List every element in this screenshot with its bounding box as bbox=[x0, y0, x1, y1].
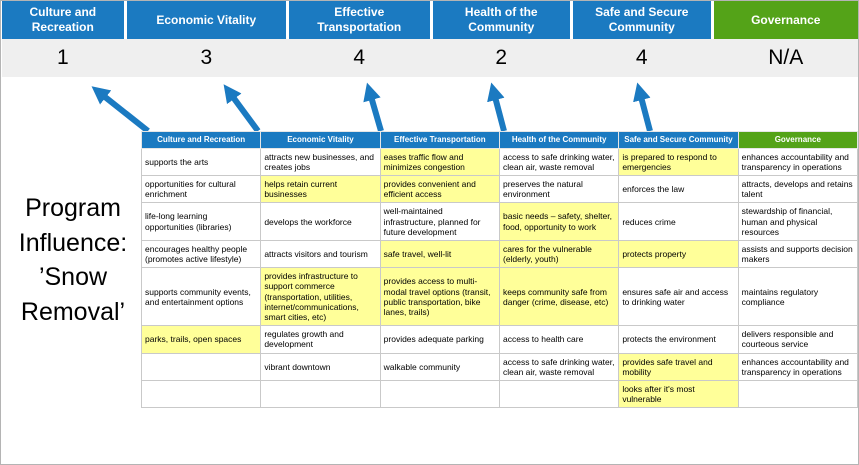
table-cell: enhances accountability and transparency… bbox=[737, 352, 858, 381]
table-row: life-long learning opportunities (librar… bbox=[140, 202, 858, 241]
arrow-up-icon bbox=[223, 84, 261, 133]
table-cell: access to health care bbox=[498, 325, 620, 354]
table-cell bbox=[140, 352, 262, 381]
table-cell bbox=[498, 379, 620, 409]
table-cell: basic needs – safety, shelter, food, opp… bbox=[498, 202, 620, 241]
table-cell: attracts visitors and tourism bbox=[260, 239, 381, 269]
score-safe-and-secure-community: 4 bbox=[635, 46, 648, 69]
table-cell: attracts, develops and retains talent bbox=[737, 174, 858, 204]
score-governance: N/A bbox=[768, 46, 804, 69]
table-cell: provides convenient and efficient access bbox=[379, 174, 500, 204]
matrix-header-economic-vitality: Economic Vitality bbox=[260, 131, 381, 149]
scoreboard-header-economic-vitality: Economic Vitality bbox=[126, 1, 286, 39]
table-header-row: Culture and Recreation Economic Vitality… bbox=[140, 131, 858, 149]
table-cell: delivers responsible and courteous servi… bbox=[737, 325, 858, 354]
table-cell: provides access to multi-modal travel op… bbox=[379, 267, 500, 327]
table-cell: supports the arts bbox=[140, 147, 262, 176]
table-cell: develops the workforce bbox=[260, 202, 381, 241]
table-cell: walkable community bbox=[379, 352, 500, 381]
table-row: vibrant downtown walkable community acce… bbox=[140, 352, 858, 381]
table-cell: provides adequate parking bbox=[379, 325, 500, 354]
table-cell bbox=[260, 379, 381, 409]
table-cell: helps retain current businesses bbox=[260, 174, 381, 204]
table-cell: attracts new businesses, and creates job… bbox=[260, 147, 381, 176]
table-row: supports the arts attracts new businesse… bbox=[140, 147, 858, 176]
table-cell: cares for the vulnerable (elderly, youth… bbox=[498, 239, 620, 269]
scoreboard-header-culture-and-recreation: Culture and Recreation bbox=[2, 1, 124, 39]
table-cell: well-maintained infrastructure, planned … bbox=[379, 202, 500, 241]
influence-table: Culture and Recreation Economic Vitality… bbox=[140, 131, 858, 409]
table-row: encourages healthy people (promotes acti… bbox=[140, 239, 858, 269]
table-cell: looks after it's most vulnerable bbox=[618, 379, 739, 409]
scoreboard-header-health-of-the-community: Health of the Community bbox=[432, 1, 571, 39]
matrix-header-safe-and-secure-community: Safe and Secure Community bbox=[618, 131, 739, 149]
scoreboard-headers: Culture and Recreation Economic Vitality… bbox=[2, 1, 858, 39]
table-cell: eases traffic flow and minimizes congest… bbox=[379, 147, 500, 176]
score-health-of-the-community: 2 bbox=[495, 46, 508, 69]
table-cell: life-long learning opportunities (librar… bbox=[140, 202, 262, 241]
table-cell: regulates growth and development bbox=[260, 325, 381, 354]
matrix-header-culture-and-recreation: Culture and Recreation bbox=[140, 131, 262, 149]
table-cell bbox=[140, 379, 262, 409]
table-cell: maintains regulatory compliance bbox=[737, 267, 858, 327]
table-cell: provides infrastructure to support comme… bbox=[260, 267, 381, 327]
table-cell: enhances accountability and transparency… bbox=[737, 147, 858, 176]
table-cell: safe travel, well-lit bbox=[379, 239, 500, 269]
table-cell: opportunities for cultural enrichment bbox=[140, 174, 262, 204]
arrow-up-icon bbox=[91, 86, 150, 134]
score-culture-and-recreation: 1 bbox=[56, 46, 69, 69]
table-cell: provides safe travel and mobility bbox=[618, 352, 739, 381]
table-cell: stewardship of financial, human and phys… bbox=[737, 202, 858, 241]
matrix-header-health-of-the-community: Health of the Community bbox=[498, 131, 620, 149]
table-cell: reduces crime bbox=[618, 202, 739, 241]
scoreboard-header-effective-transportation: Effective Transportation bbox=[289, 1, 430, 39]
table-row: parks, trails, open spaces regulates gro… bbox=[140, 325, 858, 354]
table-cell: access to safe drinking water, clean air… bbox=[498, 147, 620, 176]
scoreboard-header-governance: Governance bbox=[713, 1, 858, 39]
arrow-up-icon bbox=[487, 82, 507, 132]
table-cell: enforces the law bbox=[618, 174, 739, 204]
table-cell: is prepared to respond to emergencies bbox=[618, 147, 739, 176]
table-cell: protects property bbox=[618, 239, 739, 269]
table-row: looks after it's most vulnerable bbox=[140, 379, 858, 409]
matrix-header-governance: Governance bbox=[737, 131, 858, 149]
page-title: Program Influence: ’Snow Removal’ bbox=[18, 194, 128, 326]
arrow-up-icon bbox=[363, 82, 384, 132]
table-cell bbox=[737, 379, 858, 409]
table-cell bbox=[379, 379, 500, 409]
table-cell: protects the environment bbox=[618, 325, 739, 354]
scoreboard-header-safe-and-secure-community: Safe and Secure Community bbox=[573, 1, 711, 39]
matrix-header-effective-transportation: Effective Transportation bbox=[379, 131, 500, 149]
table-cell: encourages healthy people (promotes acti… bbox=[140, 239, 262, 269]
score-effective-transportation: 4 bbox=[353, 46, 366, 69]
table-cell: preserves the natural environment bbox=[498, 174, 620, 204]
arrow-up-icon bbox=[633, 82, 653, 132]
table-row: opportunities for cultural enrichment he… bbox=[140, 174, 858, 204]
scoreboard-scores: 1 3 4 2 4 N/A bbox=[2, 39, 858, 77]
table-cell: parks, trails, open spaces bbox=[140, 325, 262, 354]
arrows-overlay bbox=[91, 82, 653, 134]
table-cell: supports community events, and entertain… bbox=[140, 267, 262, 327]
table-cell: vibrant downtown bbox=[260, 352, 381, 381]
table-cell: keeps community safe from danger (crime,… bbox=[498, 267, 620, 327]
table-cell: ensures safe air and access to drinking … bbox=[618, 267, 739, 327]
table-cell: assists and supports decision makers bbox=[737, 239, 858, 269]
table-cell: access to safe drinking water, clean air… bbox=[498, 352, 620, 381]
table-row: supports community events, and entertain… bbox=[140, 267, 858, 327]
score-economic-vitality: 3 bbox=[200, 46, 213, 69]
